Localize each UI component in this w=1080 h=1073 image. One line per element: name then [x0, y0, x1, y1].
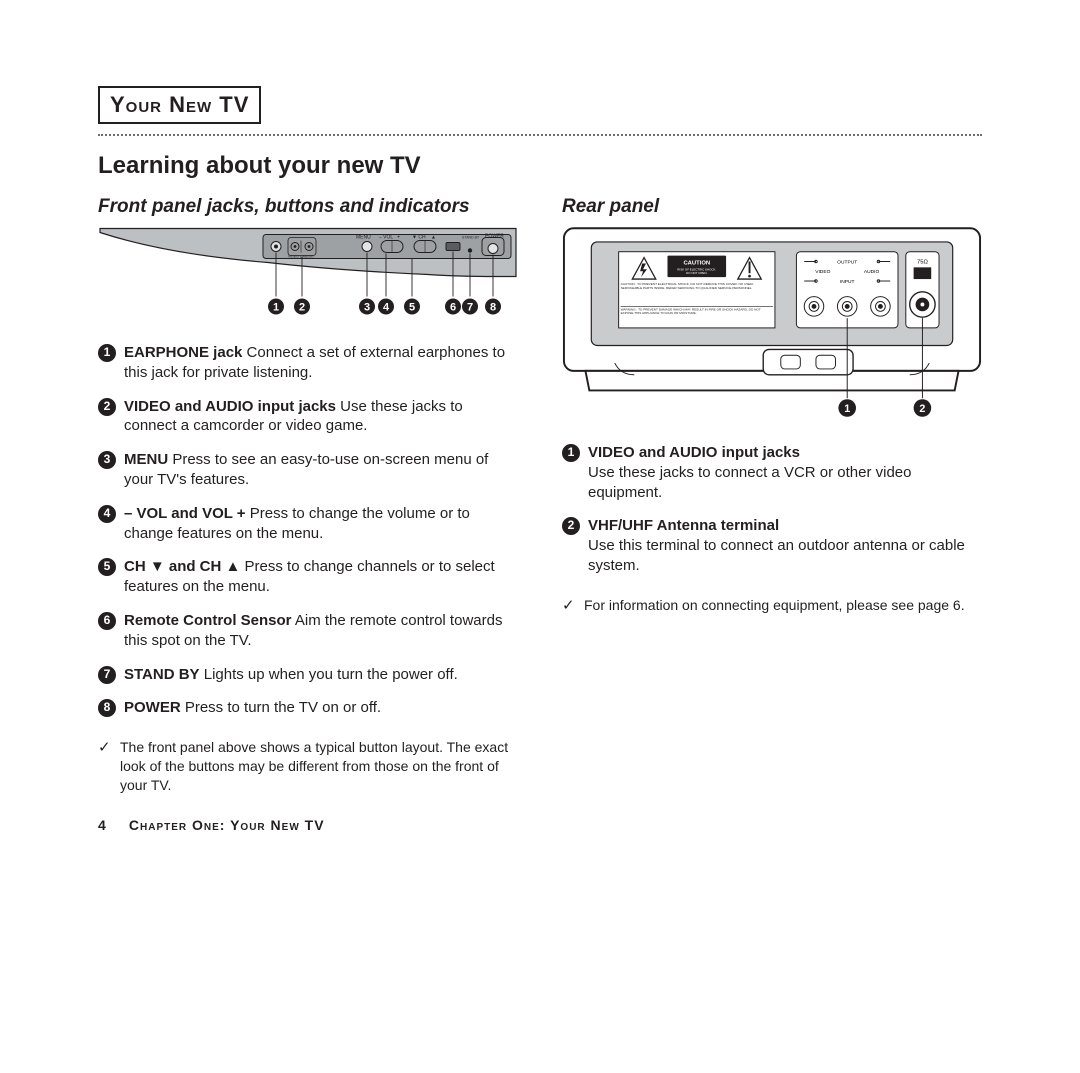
bullet-7: 7 — [98, 666, 116, 684]
section-title-box: Your New TV — [98, 86, 261, 124]
bullet-4: 4 — [98, 505, 116, 523]
label-output: OUTPUT — [837, 259, 857, 265]
label-video-laudio: VIDEO L AUDIO — [288, 255, 314, 259]
dotted-rule — [98, 134, 982, 136]
label-standby: STAND BY — [462, 236, 480, 240]
manual-page: Your New TV Learning about your new TV F… — [0, 0, 1080, 833]
label-caution-body: CAUTION : TO PREVENT ELECTRICAL SHOCK, D… — [621, 283, 773, 290]
rear-bullet-2: 2 — [562, 517, 580, 535]
list-item: 1 EARPHONE jack Connect a set of externa… — [98, 343, 518, 383]
right-column: Rear panel — [562, 196, 982, 833]
rear-panel-subheading: Rear panel — [562, 196, 982, 218]
rear-panel-item-list: 1 VIDEO and AUDIO input jacks Use these … — [562, 443, 982, 616]
callout-7: 7 — [467, 302, 473, 314]
bullet-2: 2 — [98, 398, 116, 416]
bullet-1: 1 — [98, 344, 116, 362]
list-item: 4 – VOL and VOL + Press to change the vo… — [98, 504, 518, 544]
section-title: Your New TV — [110, 92, 249, 117]
label-vol-minus: – VOL — [379, 235, 393, 241]
label-audio: AUDIO — [864, 269, 880, 275]
section-title-wrap: Your New TV — [98, 86, 982, 124]
front-note: ✓ The front panel above shows a typical … — [98, 738, 518, 795]
list-item: 3 MENU Press to see an easy-to-use on-sc… — [98, 450, 518, 490]
rear-note: ✓ For information on connecting equipmen… — [562, 596, 982, 616]
list-item: 6 Remote Control Sensor Aim the remote c… — [98, 611, 518, 651]
list-item: 2 VIDEO and AUDIO input jacks Use these … — [98, 397, 518, 437]
page-number: 4 — [98, 817, 124, 833]
rear-bullet-1: 1 — [562, 444, 580, 462]
chapter-footer: 4 Chapter One: Your New TV — [98, 817, 518, 833]
rear-callout-2: 2 — [919, 403, 925, 415]
list-item: 8 POWER Press to turn the TV on or off. — [98, 698, 518, 718]
front-panel-subheading: Front panel jacks, buttons and indicator… — [98, 196, 518, 218]
callout-6: 6 — [450, 302, 456, 314]
label-warning-body: WARNING : TO PREVENT DAMAGE WHICH MAY RE… — [621, 308, 773, 315]
chapter-label: Chapter One: Your New TV — [129, 817, 325, 833]
label-input: INPUT — [840, 279, 855, 285]
callout-4: 4 — [383, 302, 390, 314]
label-vol-plus: + — [397, 235, 400, 241]
label-caution: CAUTION — [683, 260, 710, 266]
label-ch-up: ▲ — [431, 235, 436, 241]
label-ohm: 75Ω — [917, 259, 929, 265]
check-icon: ✓ — [562, 596, 576, 616]
bullet-3: 3 — [98, 451, 116, 469]
page-heading: Learning about your new TV — [98, 152, 982, 180]
label-ch-down: ▼ CH — [412, 235, 426, 241]
front-panel-item-list: 1 EARPHONE jack Connect a set of externa… — [98, 343, 518, 795]
list-item: 7 STAND BY Lights up when you turn the p… — [98, 665, 518, 685]
label-video: VIDEO — [815, 269, 830, 275]
label-power: POWER — [485, 234, 504, 240]
left-column: Front panel jacks, buttons and indicator… — [98, 196, 518, 833]
rear-callout-1: 1 — [844, 403, 850, 415]
item-text: EARPHONE jack Connect a set of external … — [124, 343, 518, 383]
front-panel-figure: VIDEO L AUDIO MENU – VOL + ▼ CH ▲ — [98, 224, 518, 329]
callout-8: 8 — [490, 302, 496, 314]
bullet-8: 8 — [98, 699, 116, 717]
list-item: 5 CH ▼ and CH ▲ Press to change channels… — [98, 557, 518, 597]
callout-3: 3 — [364, 302, 370, 314]
bullet-5: 5 — [98, 558, 116, 576]
label-caution-sub2: DO NOT OPEN. — [686, 271, 707, 275]
bullet-6: 6 — [98, 612, 116, 630]
rear-panel-figure: CAUTION RISK OF ELECTRIC SHOCK. DO NOT O… — [562, 224, 982, 429]
callout-1: 1 — [273, 302, 279, 314]
check-icon: ✓ — [98, 738, 112, 795]
label-menu: MENU — [356, 235, 371, 241]
list-item: 2 VHF/UHF Antenna terminal Use this term… — [562, 516, 982, 575]
list-item: 1 VIDEO and AUDIO input jacks Use these … — [562, 443, 982, 502]
callout-5: 5 — [409, 302, 415, 314]
columns: Front panel jacks, buttons and indicator… — [98, 196, 982, 833]
callout-2: 2 — [299, 302, 305, 314]
